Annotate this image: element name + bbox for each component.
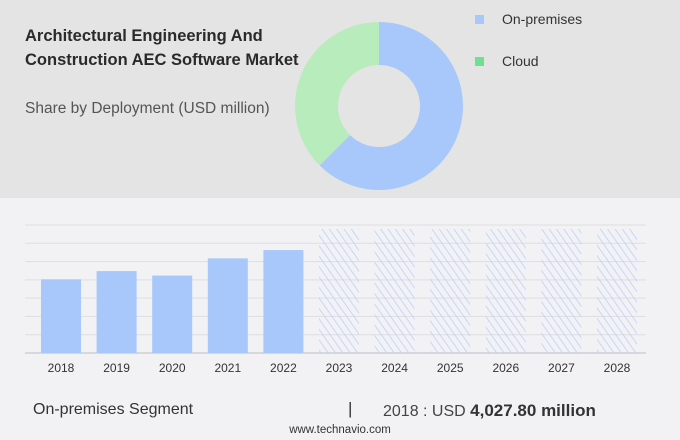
- legend-item-on-premises: On-premises: [475, 11, 582, 27]
- chart-title: Architectural Engineering And Constructi…: [25, 27, 299, 69]
- legend-swatch-cloud: [475, 56, 484, 66]
- x-tick-label: 2021: [214, 361, 241, 375]
- source-site: www.technavio.com: [289, 424, 391, 436]
- bar-2022: [263, 250, 304, 353]
- chart-subtitle: Share by Deployment (USD million): [25, 100, 270, 117]
- forecast-bar-2027: [541, 229, 582, 353]
- x-tick-label: 2026: [492, 361, 519, 375]
- forecast-bar-2025: [430, 229, 471, 353]
- forecast-bar-2026: [485, 229, 526, 353]
- x-tick-label: 2018: [48, 361, 75, 375]
- x-tick-label: 2024: [381, 361, 408, 375]
- legend-label-cloud: Cloud: [502, 53, 539, 69]
- footer-value-prefix: 2018 : USD: [383, 403, 466, 420]
- legend-item-cloud: Cloud: [475, 53, 539, 69]
- footer-segment-label: On-premises Segment: [33, 401, 194, 418]
- x-tick-label: 2019: [103, 361, 130, 375]
- footer-value-amount: 4,027.80 million: [470, 401, 596, 420]
- bar-2021: [207, 258, 248, 353]
- x-tick-label: 2022: [270, 361, 297, 375]
- bar-2020: [152, 275, 193, 353]
- x-tick-label: 2028: [604, 361, 631, 375]
- x-tick-label: 2027: [548, 361, 575, 375]
- footer-value: 2018 : USD 4,027.80 million: [383, 401, 596, 421]
- x-tick-label: 2023: [326, 361, 353, 375]
- forecast-bar-2024: [374, 229, 415, 353]
- x-tick-label: 2025: [437, 361, 464, 375]
- forecast-bar-2028: [597, 229, 637, 353]
- legend-label-on-premises: On-premises: [502, 11, 583, 27]
- footer-separator: |: [348, 399, 353, 418]
- legend-swatch-on-premises: [475, 14, 484, 24]
- bar-2019: [96, 271, 137, 353]
- donut-slice-cloud: [295, 22, 379, 166]
- x-tick-label: 2020: [159, 361, 186, 375]
- donut-slice-on-premises: [319, 22, 463, 191]
- chart-canvas: 2018 2019 2020 2021 2022 2023 2024 2025 2026 2027…: [25, 22, 646, 375]
- forecast-bar-2023: [319, 229, 359, 353]
- bar-2018: [41, 279, 81, 353]
